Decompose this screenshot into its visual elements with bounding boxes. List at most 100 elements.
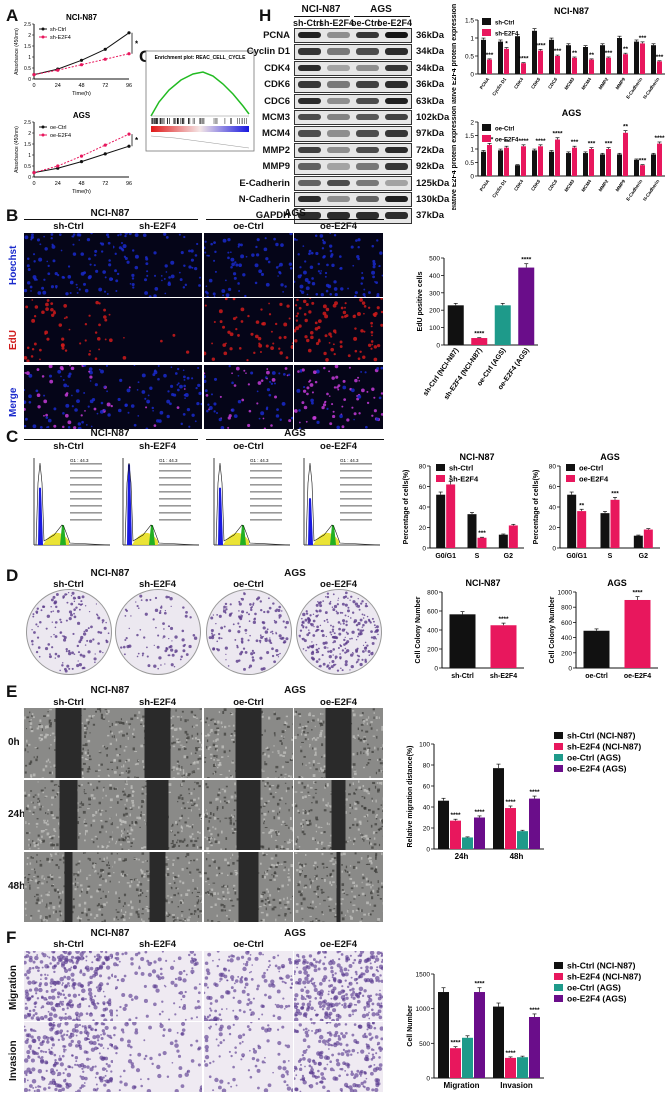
cell-texture bbox=[53, 828, 56, 831]
cell-nucleus bbox=[98, 302, 101, 305]
cell-nucleus bbox=[275, 266, 279, 269]
cell-texture bbox=[177, 839, 179, 842]
wb-protein-label: CDK6 bbox=[264, 79, 290, 91]
cell-nucleus bbox=[380, 298, 383, 300]
cell-texture bbox=[187, 817, 190, 819]
cell-texture bbox=[39, 739, 42, 742]
cell-texture bbox=[121, 848, 124, 850]
flow-stats-line bbox=[70, 470, 102, 472]
cell-texture bbox=[221, 745, 225, 749]
cell-texture bbox=[285, 746, 287, 749]
colony bbox=[260, 608, 263, 612]
colony bbox=[302, 612, 306, 617]
colony bbox=[365, 602, 368, 605]
cell-texture bbox=[259, 862, 262, 865]
cell-texture bbox=[264, 891, 266, 894]
cell-texture bbox=[83, 901, 87, 905]
cell-texture bbox=[100, 868, 103, 872]
colony bbox=[137, 607, 140, 609]
colony bbox=[171, 640, 173, 642]
cell-texture bbox=[357, 801, 360, 805]
colony bbox=[65, 650, 68, 653]
cell-texture bbox=[114, 723, 118, 726]
cell-nucleus bbox=[205, 394, 209, 397]
cell-nucleus bbox=[51, 313, 55, 317]
cell-texture bbox=[110, 823, 113, 826]
colony bbox=[327, 647, 329, 649]
colony bbox=[60, 621, 63, 624]
column-header-sh_ctrl: sh-Ctrl bbox=[53, 441, 84, 452]
cell-nucleus bbox=[232, 272, 237, 276]
colony bbox=[361, 613, 364, 616]
cell-texture bbox=[370, 890, 373, 892]
cell-nucleus bbox=[204, 246, 206, 250]
cell-texture bbox=[172, 863, 174, 867]
colony bbox=[344, 628, 346, 630]
cell-texture bbox=[179, 880, 182, 883]
colony bbox=[344, 636, 346, 639]
cell-texture bbox=[83, 708, 86, 710]
cell-texture bbox=[290, 775, 292, 778]
colony bbox=[70, 602, 74, 606]
cell-texture bbox=[39, 800, 41, 803]
cell-texture bbox=[287, 787, 290, 790]
cell-texture bbox=[52, 911, 55, 914]
cell-texture bbox=[79, 884, 83, 887]
cell-nucleus bbox=[341, 405, 344, 408]
bar bbox=[521, 63, 526, 74]
colony bbox=[361, 650, 365, 653]
cell-texture bbox=[314, 875, 318, 878]
cell-texture bbox=[137, 759, 140, 761]
cell-texture bbox=[270, 834, 273, 838]
wb-band bbox=[327, 97, 350, 104]
colony bbox=[377, 633, 379, 636]
cell-texture bbox=[191, 770, 193, 774]
cell-texture bbox=[124, 807, 128, 810]
cell-texture bbox=[50, 874, 53, 876]
cell-texture bbox=[124, 803, 126, 806]
cell-texture bbox=[301, 864, 303, 867]
cell-texture bbox=[378, 758, 381, 761]
colony bbox=[264, 637, 267, 640]
cell-texture bbox=[104, 709, 108, 711]
cell-texture bbox=[116, 853, 118, 855]
cell-texture bbox=[110, 761, 113, 763]
cell-nucleus bbox=[262, 417, 265, 420]
cell-texture bbox=[177, 800, 179, 803]
cell-texture bbox=[381, 758, 383, 760]
cell-nucleus bbox=[107, 241, 111, 245]
wb-band-strip bbox=[294, 77, 412, 93]
cell-texture bbox=[49, 842, 52, 845]
cell-texture bbox=[32, 773, 36, 777]
wb-band bbox=[356, 32, 379, 39]
significance-label: **** bbox=[529, 789, 540, 796]
cell-texture bbox=[111, 769, 113, 771]
bar bbox=[589, 149, 594, 176]
cell-texture bbox=[196, 901, 199, 905]
cell-texture bbox=[196, 895, 200, 898]
cell-texture bbox=[316, 886, 318, 888]
cell-texture bbox=[345, 894, 349, 896]
cell-nucleus bbox=[367, 343, 372, 348]
colony bbox=[238, 610, 240, 612]
colony bbox=[371, 617, 374, 620]
cell-nucleus bbox=[334, 365, 339, 369]
cell-texture bbox=[277, 717, 281, 720]
cell-nucleus bbox=[299, 369, 303, 372]
cell-texture bbox=[346, 870, 349, 873]
cell-texture bbox=[206, 891, 210, 893]
cell-texture bbox=[169, 727, 172, 730]
cell-texture bbox=[194, 781, 196, 784]
cell-texture bbox=[221, 726, 223, 728]
data-point bbox=[79, 154, 84, 158]
cell-nucleus bbox=[247, 314, 250, 318]
cell-texture bbox=[25, 901, 28, 904]
cell-nucleus bbox=[89, 375, 93, 379]
cell-texture bbox=[363, 737, 366, 741]
cell-texture bbox=[38, 737, 41, 740]
cell-texture bbox=[321, 852, 324, 856]
x-tick-label: Cyclin D1 bbox=[491, 76, 507, 96]
cell-texture bbox=[195, 724, 199, 727]
cell-texture bbox=[82, 762, 86, 765]
cell-texture bbox=[107, 872, 111, 876]
